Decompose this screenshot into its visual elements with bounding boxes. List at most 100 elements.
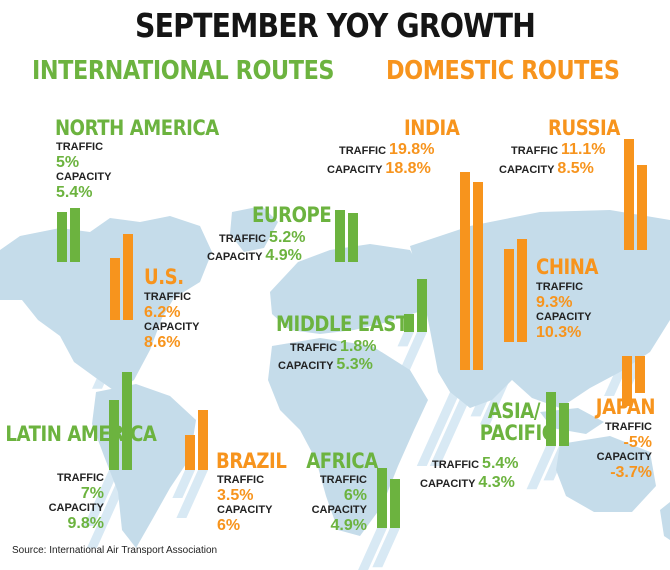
stats-latin-america: TRAFFIC 7% CAPACITY 9.8% [48, 471, 104, 532]
middle-east-capacity-bar [417, 279, 427, 332]
latin-america-capacity-bar [122, 372, 132, 470]
traffic-label: TRAFFIC [217, 474, 265, 486]
new-zealand-landmass [660, 502, 670, 540]
brazil-traffic-shadow [172, 470, 195, 498]
region-label-india: INDIA [404, 116, 460, 140]
stats-africa: TRAFFIC 6% CAPACITY 4.9% [311, 473, 367, 534]
north-america-traffic-bar [57, 212, 67, 262]
capacity-label: CAPACITY [420, 478, 476, 490]
stats-china: TRAFFIC 9.3% CAPACITY 10.3% [536, 280, 592, 341]
stats-us: TRAFFIC 6.2% CAPACITY 8.6% [144, 290, 199, 351]
stats-middle-east-traffic: TRAFFIC 1.8% [290, 338, 377, 356]
traffic-value: 7% [80, 485, 104, 502]
india-capacity-bar [473, 182, 483, 370]
russia-traffic-bar [624, 139, 634, 250]
traffic-label: TRAFFIC [511, 145, 559, 157]
asia-pacific-traffic-shadow [526, 446, 556, 490]
capacity-value: -3.7% [610, 464, 652, 481]
africa-landmass [268, 338, 428, 536]
capacity-label: CAPACITY [499, 164, 555, 176]
capacity-value: 10.3% [536, 324, 582, 341]
traffic-value: -5% [623, 434, 652, 451]
traffic-value: 3.5% [217, 487, 254, 504]
legend-international: INTERNATIONAL ROUTES [32, 56, 335, 86]
continents [0, 206, 670, 548]
legend-domestic: DOMESTIC ROUTES [386, 56, 620, 86]
traffic-value: 11.1% [561, 141, 606, 158]
stats-asia-pacific-traffic: TRAFFIC 5.4% [432, 455, 519, 473]
capacity-value: 8.5% [557, 160, 594, 177]
latin-america-traffic-bar [109, 400, 119, 470]
capacity-label: CAPACITY [48, 502, 104, 514]
capacity-value: 5.4% [56, 184, 93, 201]
bars [57, 139, 647, 528]
capacity-label: CAPACITY [596, 451, 652, 463]
traffic-label: TRAFFIC [319, 474, 367, 486]
brazil-traffic-bar [185, 435, 195, 470]
brazil-capacity-bar [198, 410, 208, 470]
capacity-label: CAPACITY [56, 171, 112, 183]
stats-japan: TRAFFIC -5% CAPACITY -3.7% [596, 420, 652, 481]
stats-europe-capacity: CAPACITY 4.9% [207, 247, 302, 265]
china-capacity-bar [517, 239, 527, 342]
north-america-capacity-bar [70, 208, 80, 262]
middle-east-capacity-shadow [397, 332, 427, 375]
china-traffic-bar [504, 249, 514, 342]
traffic-value: 6.2% [144, 304, 181, 321]
europe-traffic-bar [335, 210, 345, 262]
middle-east-traffic-bar [404, 314, 414, 332]
traffic-value: 5.4% [482, 455, 519, 472]
russia-capacity-bar [637, 165, 647, 250]
capacity-label: CAPACITY [311, 504, 367, 516]
brazil-capacity-shadow [176, 470, 208, 518]
traffic-label: TRAFFIC [219, 233, 267, 245]
capacity-label: CAPACITY [327, 164, 383, 176]
region-label-europe: EUROPE [252, 203, 332, 227]
capacity-value: 4.9% [330, 517, 367, 534]
india-traffic-bar [460, 172, 470, 370]
capacity-label: CAPACITY [217, 504, 273, 516]
capacity-label: CAPACITY [536, 311, 592, 323]
latin-america-traffic-shadow [83, 470, 119, 526]
europe-landmass [270, 244, 428, 334]
traffic-label: TRAFFIC [56, 141, 104, 153]
capacity-value: 6% [217, 517, 241, 534]
africa-capacity-bar [390, 479, 400, 528]
region-label-asia-pacific: ASIA/ PACIFIC [479, 399, 555, 445]
traffic-label: TRAFFIC [432, 459, 480, 471]
stats-russia-traffic: TRAFFIC 11.1% [511, 141, 606, 159]
stats-asia-pacific-capacity: CAPACITY 4.3% [420, 474, 515, 492]
u-s-traffic-bar [110, 258, 120, 320]
stats-india-capacity: CAPACITY 18.8% [327, 160, 431, 178]
capacity-label: CAPACITY [278, 360, 334, 372]
capacity-value: 18.8% [385, 160, 431, 177]
region-label-latin-america: LATIN AMERICA [5, 422, 157, 446]
middle-east-traffic-shadow [397, 332, 414, 347]
stats-europe-traffic: TRAFFIC 5.2% [219, 229, 306, 247]
capacity-value: 4.9% [265, 247, 302, 264]
traffic-value: 19.8% [389, 141, 435, 158]
capacity-value: 8.6% [144, 334, 181, 351]
region-label-middle-east: MIDDLE EAST [276, 312, 408, 336]
japan-landmass [612, 306, 632, 360]
capacity-value: 4.3% [478, 474, 515, 491]
region-label-north-america: NORTH AMERICA [55, 116, 219, 140]
capacity-value: 5.3% [336, 356, 373, 373]
region-label-japan: JAPAN [595, 395, 656, 419]
source-note: Source: International Air Transport Asso… [12, 545, 218, 556]
africa-capacity-shadow [372, 528, 400, 568]
region-label-brazil: BRAZIL [216, 449, 287, 473]
traffic-label: TRAFFIC [604, 421, 652, 433]
asia-pacific-capacity-bar [559, 403, 569, 446]
u-s-capacity-bar [123, 234, 133, 320]
capacity-value: 9.8% [67, 515, 104, 532]
asia-pacific-traffic-bar [546, 392, 556, 446]
region-label-us: U.S. [144, 265, 184, 289]
greenland-landmass [230, 206, 278, 252]
traffic-label: TRAFFIC [56, 472, 104, 484]
traffic-label: TRAFFIC [339, 145, 387, 157]
traffic-value: 1.8% [340, 338, 377, 355]
region-label-africa: AFRICA [306, 449, 378, 473]
traffic-value: 5% [56, 154, 80, 171]
